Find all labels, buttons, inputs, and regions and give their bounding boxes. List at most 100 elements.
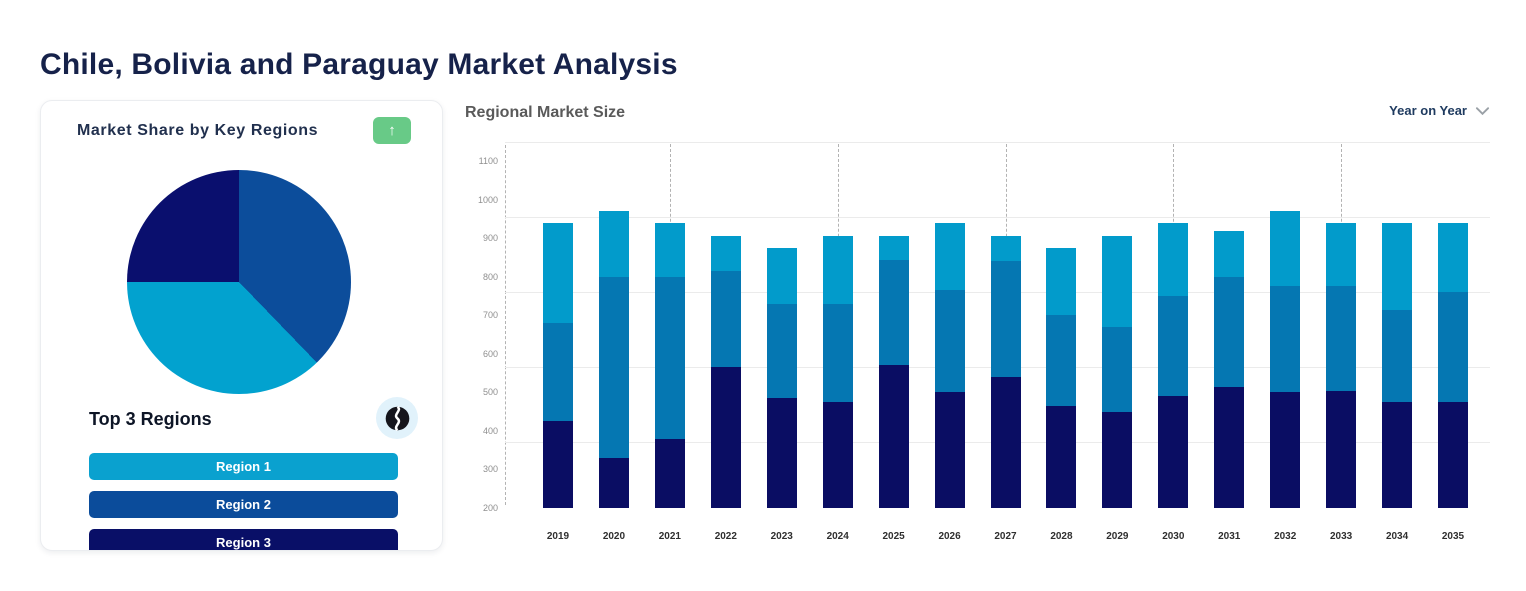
y-axis-label: 400 — [482, 425, 498, 436]
bar-segment-region-2 — [1326, 286, 1357, 391]
bar-segment-region-1 — [1326, 222, 1357, 287]
bar-segment-region-3 — [1382, 402, 1413, 508]
bar-segment-region-1 — [1270, 211, 1301, 287]
bar-segment-region-2 — [710, 271, 741, 368]
x-axis-label: 2032 — [1274, 531, 1297, 542]
x-axis-label: 2031 — [1218, 531, 1241, 542]
y-axis-label: 800 — [482, 271, 498, 282]
y-axis-label: 500 — [482, 387, 498, 398]
market-share-card: Market Share by Key Regions ↑ Top 3 Regi… — [40, 100, 443, 551]
bar-segment-region-3 — [878, 365, 909, 508]
bar-segment-region-3 — [654, 438, 685, 508]
bar-segment-region-3 — [1214, 386, 1245, 508]
gridline — [505, 142, 1490, 143]
bar-segment-region-2 — [1270, 286, 1301, 393]
y-axis-label: 300 — [482, 464, 498, 475]
bar-segment-region-3 — [543, 421, 573, 508]
bar-segment-region-1 — [878, 236, 909, 260]
bar-segment-region-3 — [822, 402, 853, 508]
x-axis-label: 2021 — [658, 531, 681, 542]
bar-segment-region-1 — [1102, 236, 1133, 327]
y-axis-label: 200 — [482, 503, 498, 513]
region-button[interactable]: Region 1 — [89, 453, 398, 480]
globe-icon — [376, 397, 418, 439]
card-title: Market Share by Key Regions — [77, 122, 319, 139]
regional-market-size-panel: Regional Market Size Year on Year 200 300… — [465, 96, 1490, 551]
top-regions-title: Top 3 Regions — [89, 409, 212, 429]
x-axis-label: 2024 — [826, 531, 849, 542]
bar-segment-region-1 — [598, 211, 629, 277]
year-on-year-label: Year on Year — [1389, 103, 1467, 118]
bar-segment-region-2 — [1102, 326, 1133, 412]
bar-segment-region-1 — [1438, 222, 1468, 293]
y-axis-label: 1000 — [477, 194, 498, 205]
chart-title: Regional Market Size — [465, 104, 626, 121]
x-axis-label: 2022 — [714, 531, 737, 542]
y-axis-line — [505, 145, 506, 505]
x-axis-label: 2034 — [1385, 531, 1409, 542]
x-axis-label: 2020 — [602, 531, 626, 542]
bar-segment-region-3 — [1438, 402, 1468, 508]
region-button[interactable]: Region 3 — [89, 529, 398, 550]
bar-segment-region-2 — [1214, 276, 1245, 387]
x-axis-label: 2033 — [1330, 531, 1353, 542]
bar-segment-region-2 — [934, 290, 965, 393]
x-axis-label: 2023 — [770, 531, 793, 542]
y-axis-label: 900 — [482, 233, 498, 244]
gridline — [505, 217, 1490, 219]
x-axis-label: 2028 — [1050, 531, 1073, 542]
y-axis-label: 600 — [482, 348, 498, 359]
x-axis-label: 2026 — [938, 531, 961, 542]
bar-segment-region-1 — [1046, 247, 1077, 316]
market-share-pie-chart — [127, 170, 351, 394]
bar-segment-region-1 — [710, 236, 741, 272]
bar-segment-region-1 — [822, 236, 853, 304]
x-axis-label: 2035 — [1441, 531, 1465, 542]
bar-segment-region-2 — [822, 303, 853, 403]
bar-segment-region-3 — [990, 377, 1021, 508]
region-buttons: Region 1 Region 2 Region 3 — [89, 453, 398, 550]
x-axis-label: 2029 — [1106, 531, 1129, 542]
bar-segment-region-3 — [1326, 390, 1357, 508]
bar-plot: 200 300 400 500 600 700 800 900 1000 1100 2019 2020… — [478, 142, 1490, 542]
bar-segment-region-3 — [598, 457, 629, 508]
x-axis-label: 2027 — [994, 531, 1017, 542]
bar-segment-region-1 — [990, 236, 1021, 262]
bar-segment-region-3 — [1158, 396, 1189, 508]
chevron-down-icon — [1475, 106, 1490, 115]
bar-segment-region-3 — [934, 392, 965, 508]
bar-segment-region-2 — [654, 276, 685, 439]
market-share-card-header: Market Share by Key Regions ↑ — [41, 101, 442, 161]
bar-segment-region-1 — [1214, 230, 1245, 277]
bar-segment-region-2 — [1158, 296, 1189, 397]
bar-segment-region-1 — [1382, 222, 1413, 310]
bar-segment-region-3 — [710, 367, 741, 508]
x-axis-label: 2030 — [1162, 531, 1185, 542]
y-axis-label: 1100 — [478, 156, 498, 167]
bar-segment-region-1 — [934, 222, 965, 291]
bar-segment-region-3 — [766, 398, 797, 508]
bar-segment-region-2 — [878, 259, 909, 366]
bar-segment-region-1 — [1158, 222, 1189, 297]
bar-segment-region-1 — [654, 222, 685, 277]
x-axis-label: 2025 — [882, 531, 905, 542]
top-regions-header: Top 3 Regions — [41, 397, 442, 447]
region-button[interactable]: Region 2 — [89, 491, 398, 518]
bar-segment-region-2 — [598, 276, 629, 458]
bar-segment-region-2 — [766, 303, 797, 399]
up-arrow-icon: ↑ — [388, 122, 396, 139]
trend-up-button[interactable]: ↑ — [373, 117, 411, 144]
page-title: Chile, Bolivia and Paraguay Market Analy… — [40, 48, 678, 81]
year-on-year-dropdown[interactable]: Year on Year — [1389, 103, 1490, 118]
bar-segment-region-2 — [1046, 315, 1077, 406]
bar-segment-region-3 — [1270, 392, 1301, 508]
bar-segment-region-2 — [1438, 292, 1468, 403]
bar-segment-region-1 — [766, 247, 797, 304]
x-axis-label: 2019 — [546, 531, 570, 542]
bar-segment-region-2 — [543, 323, 573, 422]
bar-segment-region-3 — [1102, 411, 1133, 508]
y-axis-label: 700 — [482, 310, 498, 321]
bar-segment-region-2 — [1382, 309, 1413, 403]
bar-segment-region-2 — [990, 261, 1021, 378]
